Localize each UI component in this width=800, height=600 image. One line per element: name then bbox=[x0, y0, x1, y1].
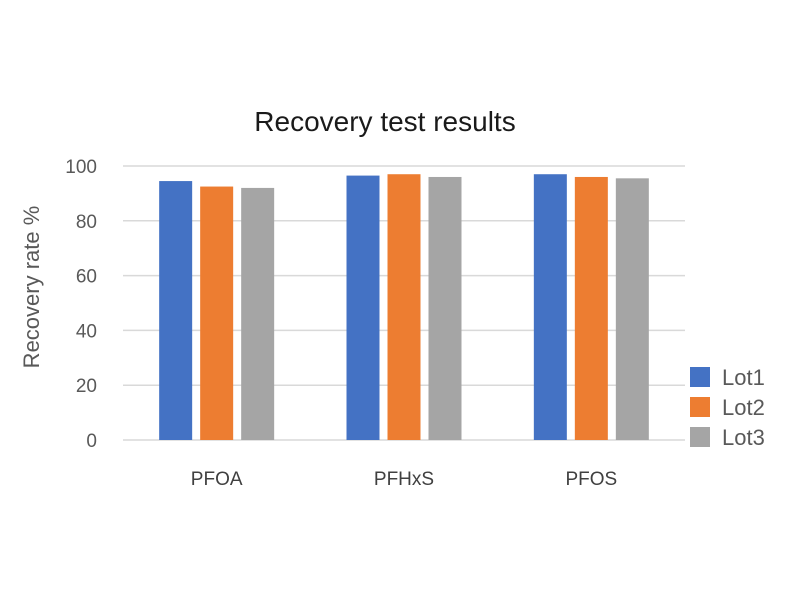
bar-PFOS-Lot1 bbox=[533, 174, 567, 440]
y-tick-label: 100 bbox=[65, 157, 97, 178]
legend-label: Lot3 bbox=[722, 425, 765, 450]
x-category-label: PFOA bbox=[191, 469, 243, 490]
x-category-label: PFHxS bbox=[374, 469, 434, 490]
legend-label: Lot1 bbox=[722, 365, 765, 390]
bar-PFOS-Lot2 bbox=[574, 176, 608, 440]
bar-PFHxS-Lot2 bbox=[387, 174, 421, 440]
legend-swatch-Lot2 bbox=[690, 397, 710, 417]
bar-PFOA-Lot2 bbox=[200, 186, 234, 440]
y-axis-ticks: 0 20 40 60 80 100 bbox=[65, 157, 97, 452]
bar-PFOA-Lot1 bbox=[159, 181, 193, 440]
legend-swatch-Lot1 bbox=[690, 367, 710, 387]
y-tick-label: 80 bbox=[76, 212, 97, 233]
x-axis-categories: PFOA PFHxS PFOS bbox=[191, 469, 617, 490]
bar-PFOS-Lot3 bbox=[615, 178, 649, 440]
y-axis-label: Recovery rate % bbox=[19, 206, 44, 369]
bar-PFHxS-Lot1 bbox=[346, 175, 380, 440]
y-tick-label: 60 bbox=[76, 267, 97, 288]
bars bbox=[159, 174, 649, 440]
bar-PFOA-Lot3 bbox=[241, 187, 275, 440]
y-tick-label: 0 bbox=[86, 431, 97, 452]
chart-title: Recovery test results bbox=[254, 106, 515, 137]
y-tick-label: 40 bbox=[76, 321, 97, 342]
legend-label: Lot2 bbox=[722, 395, 765, 420]
x-category-label: PFOS bbox=[565, 469, 617, 490]
legend-swatch-Lot3 bbox=[690, 427, 710, 447]
bar-PFHxS-Lot3 bbox=[428, 176, 462, 440]
y-tick-label: 20 bbox=[76, 376, 97, 397]
legend: Lot1 Lot2 Lot3 bbox=[690, 365, 765, 450]
